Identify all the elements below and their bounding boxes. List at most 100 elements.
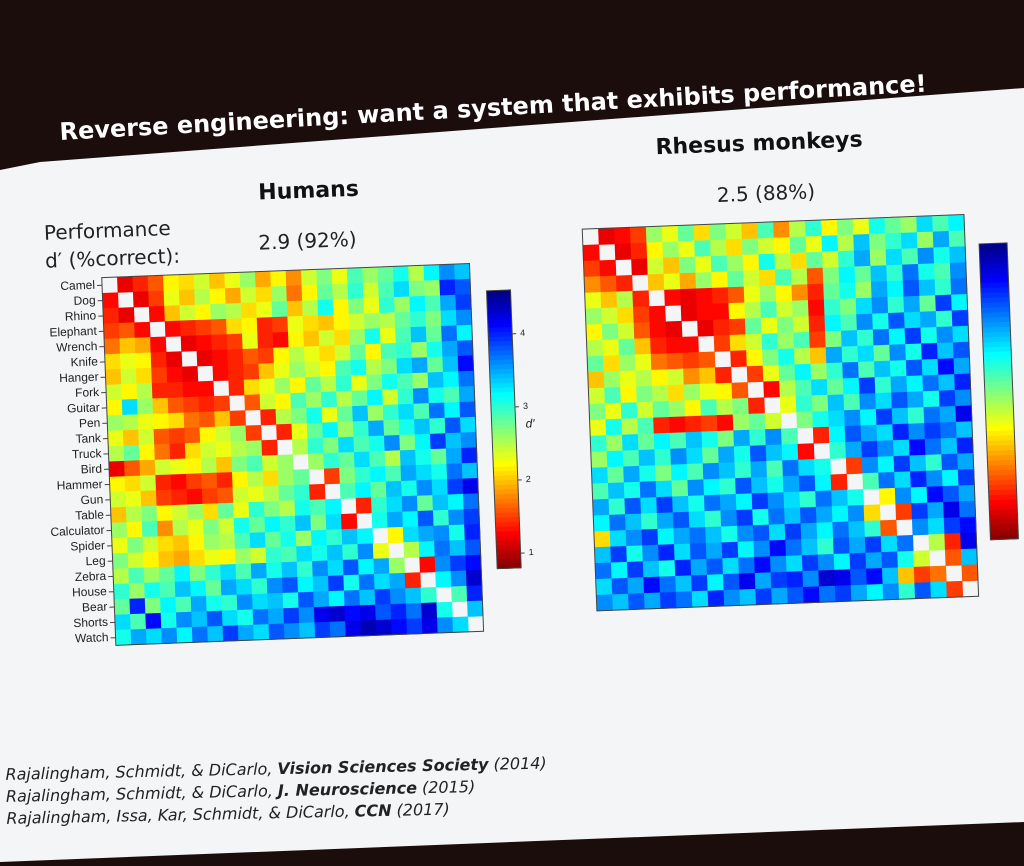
colorbar-segment — [988, 499, 1018, 506]
colorbar-segment — [490, 391, 515, 398]
heatmap-cell — [339, 482, 357, 500]
heatmap-cell — [672, 495, 690, 513]
heatmap-cell — [641, 528, 659, 546]
heatmap-cell — [781, 427, 798, 445]
heatmap-cell — [251, 593, 269, 610]
colorbar-segment — [981, 302, 1010, 309]
heatmap-cell — [754, 572, 772, 590]
heatmap-cell — [240, 287, 257, 304]
heatmap-cell — [210, 303, 227, 320]
heatmap-cell — [824, 314, 842, 332]
heatmap-cell — [845, 457, 863, 475]
heatmap-cell — [421, 602, 438, 619]
heatmap-cell — [323, 467, 341, 485]
heatmap-cell — [394, 296, 411, 313]
heatmap-cell — [127, 552, 144, 569]
y-tick-label: Hanger — [59, 370, 99, 386]
heatmap-cell — [414, 433, 431, 451]
heatmap-cell — [785, 539, 803, 557]
heatmap-cell — [709, 223, 727, 241]
y-tick-label: Elephant — [49, 324, 98, 340]
heatmap-cell — [102, 307, 120, 325]
heatmap-cell — [237, 609, 254, 626]
heatmap-cell — [588, 403, 606, 421]
heatmap-cell — [381, 373, 398, 391]
heatmap-cell — [696, 303, 714, 321]
heatmap-cell — [143, 566, 160, 584]
heatmap-cell — [157, 535, 175, 553]
heatmap-cell — [806, 267, 824, 285]
heatmap-cell — [861, 456, 879, 474]
heatmap-cell — [434, 555, 452, 573]
heatmap-cell — [125, 490, 142, 508]
heatmap-cell — [410, 326, 427, 343]
heatmap-cell — [659, 591, 677, 609]
heatmap-cell — [868, 217, 886, 235]
heatmap-cell — [702, 462, 720, 480]
heatmap-cell — [322, 422, 339, 439]
heatmap-cell — [875, 408, 893, 426]
heatmap-cell — [148, 290, 165, 307]
colorbar-segment — [986, 444, 1016, 452]
colorbar-segment — [488, 340, 513, 347]
heatmap-cell — [220, 564, 237, 581]
heatmap-cell — [114, 614, 132, 631]
heatmap-cell — [826, 362, 844, 380]
heatmap-cell — [364, 328, 381, 345]
heatmap-cell — [304, 361, 321, 378]
heatmap-cell — [796, 411, 814, 429]
heatmap-cell — [654, 448, 672, 466]
heatmap-cell — [637, 433, 655, 451]
heatmap-cell — [393, 281, 410, 298]
heatmap-cell — [648, 305, 666, 323]
heatmap-cell — [781, 443, 799, 461]
heatmap-cell — [137, 413, 155, 431]
heatmap-cell — [918, 279, 936, 297]
heatmap-cell — [795, 379, 813, 397]
heatmap-cell — [789, 236, 807, 254]
colorbar-segment — [985, 405, 1014, 413]
heatmap-cell — [719, 494, 737, 511]
heatmap-cell — [632, 306, 650, 324]
heatmap-cell — [951, 309, 969, 327]
heatmap-cell — [194, 288, 211, 306]
heatmap-cell — [425, 310, 442, 327]
heatmap-cell — [355, 497, 373, 514]
colorbar-segment — [495, 516, 520, 523]
heatmap-cell — [583, 260, 601, 278]
heatmap-cell — [351, 390, 368, 407]
heatmap-cell — [649, 321, 667, 339]
heatmap-cell — [703, 478, 721, 496]
colorbar-segment — [486, 289, 511, 297]
heatmap-cell — [858, 361, 876, 379]
heatmap-cell — [913, 550, 931, 568]
colorbar-segment — [981, 306, 1010, 314]
heatmap-cell — [310, 514, 327, 531]
heatmap-cell — [586, 339, 604, 357]
heatmap-cell — [457, 355, 474, 372]
heatmap-cell — [704, 510, 722, 528]
heatmap-cell — [634, 338, 652, 355]
heatmap-cell — [345, 620, 362, 637]
y-tick-label: House — [72, 584, 108, 599]
heatmap-cell — [119, 337, 136, 355]
heatmap-cell — [584, 292, 602, 310]
heatmap-cell — [662, 257, 680, 275]
reference-year: (2014) — [493, 754, 547, 774]
heatmap-cell — [187, 503, 204, 521]
heatmap-cell — [242, 348, 259, 365]
heatmap-cell — [367, 404, 384, 422]
heatmap-cell — [809, 347, 827, 365]
heatmap-cell — [104, 353, 122, 370]
heatmap-cell — [699, 367, 716, 385]
heatmap-cell — [264, 516, 281, 533]
heatmap-cell — [432, 509, 450, 527]
heatmap-cell — [194, 304, 212, 321]
heatmap-cell — [136, 383, 153, 400]
heatmap-cell — [784, 523, 802, 541]
colorbar-segment — [495, 521, 520, 528]
heatmap-cell — [373, 558, 390, 575]
heatmap-cell — [919, 295, 937, 313]
heatmap-cell — [312, 560, 329, 577]
heatmap-cell — [332, 283, 349, 300]
